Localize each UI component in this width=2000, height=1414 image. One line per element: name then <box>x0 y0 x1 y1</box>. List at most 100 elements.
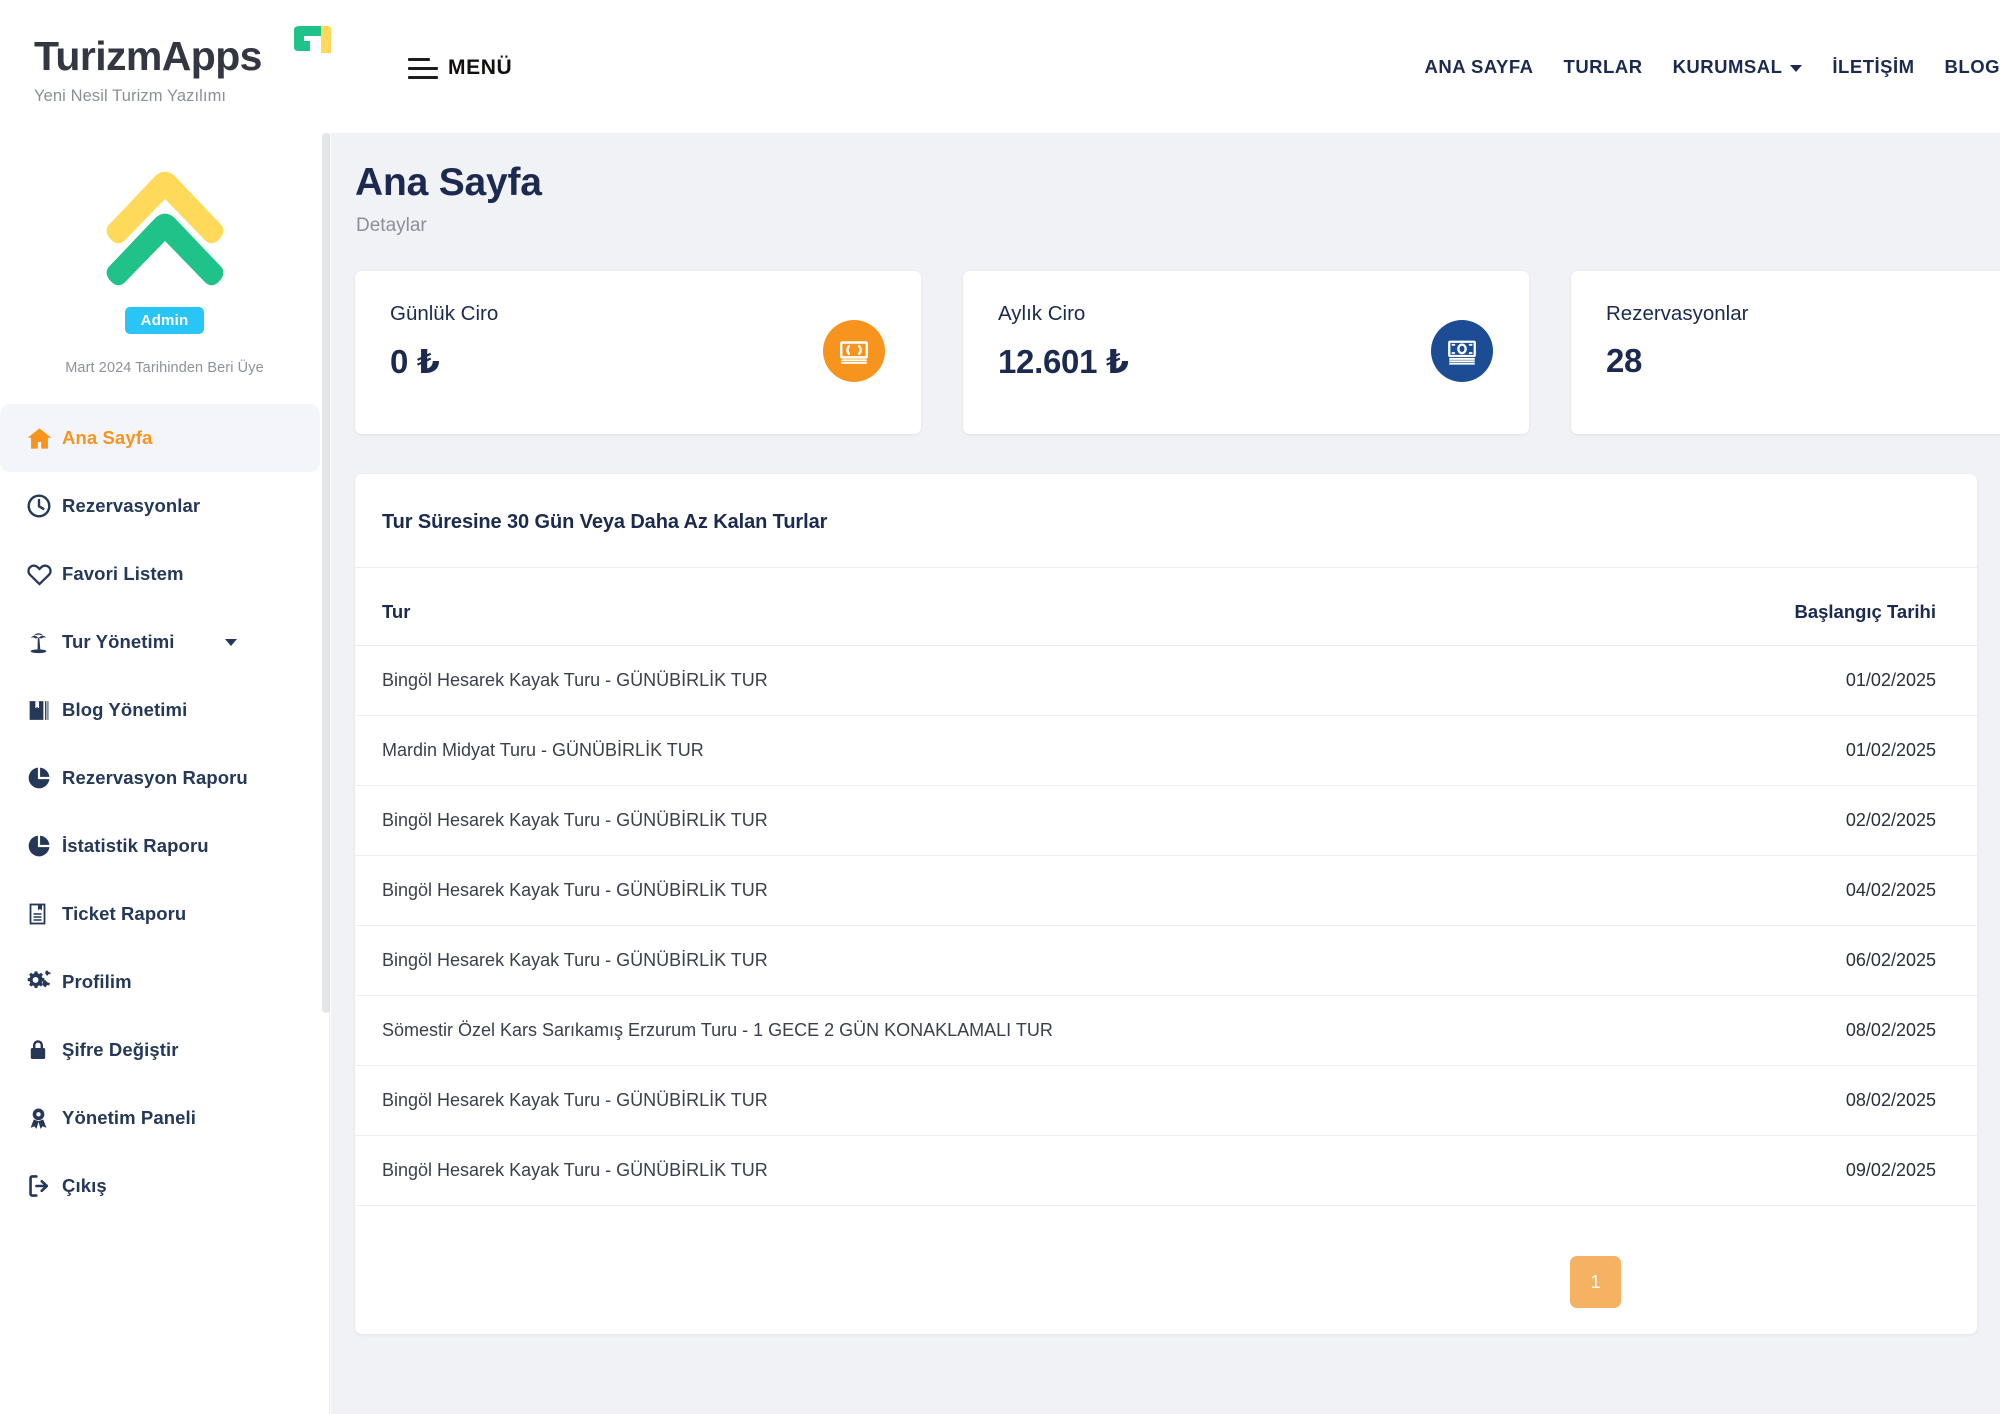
brand-name-part2: Apps <box>161 33 263 79</box>
cell-tur: Bingöl Hesarek Kayak Turu - GÜNÜBİRLİK T… <box>355 855 1647 926</box>
sidebar-item-favori-listem[interactable]: Favori Listem <box>0 540 329 608</box>
sidebar-item-label: İstatistik Raporu <box>62 835 209 856</box>
sidebar-item-ticket-raporu[interactable]: Ticket Raporu <box>0 880 329 948</box>
pagination: 1 <box>355 1256 1977 1308</box>
heart-icon <box>26 561 62 588</box>
top-navigation: ANA SAYFA TURLAR KURUMSAL İLETİŞİM BLOG <box>1425 56 2000 78</box>
nav-item-kurumsal[interactable]: KURUMSAL <box>1673 56 1803 78</box>
cell-tur: Bingöl Hesarek Kayak Turu - GÜNÜBİRLİK T… <box>355 785 1647 856</box>
hamburger-icon <box>408 57 438 79</box>
sidebar-item-rezervasyonlar[interactable]: Rezervasyonlar <box>0 472 329 540</box>
brand-wordmark: TurizmApps <box>34 26 331 79</box>
cell-tur: Sömestir Özel Kars Sarıkamış Erzurum Tur… <box>355 995 1647 1066</box>
tours-table: Tur Başlangıç Tarihi Bingöl Hesarek Kaya… <box>355 568 1977 1206</box>
stat-card-rezervasyonlar: Rezervasyonlar 28 <box>1571 271 2000 434</box>
nav-item-blog[interactable]: BLOG <box>1945 56 2000 78</box>
sidebar-scrollbar[interactable] <box>322 133 330 1013</box>
chevron-down-icon[interactable] <box>225 638 237 646</box>
chevron-down-icon <box>1790 64 1803 72</box>
menu-toggle-button[interactable]: MENÜ <box>408 56 512 80</box>
cell-tur: Bingöl Hesarek Kayak Turu - GÜNÜBİRLİK T… <box>355 1135 1647 1206</box>
pie-chart-icon <box>26 765 62 791</box>
nav-item-turlar[interactable]: TURLAR <box>1564 56 1643 78</box>
panel-divider <box>355 567 1977 568</box>
stat-card-label: Günlük Ciro <box>390 302 499 325</box>
table-head: Tur Başlangıç Tarihi <box>355 568 1977 646</box>
cell-tarih: 06/02/2025 <box>1647 925 1977 996</box>
sidebar-profile: Admin Mart 2024 Tarihinden Beri Üye <box>0 133 329 376</box>
sidebar-item-label: Favori Listem <box>62 563 184 584</box>
pagination-page-1[interactable]: 1 <box>1570 1256 1621 1308</box>
cell-tur: Bingöl Hesarek Kayak Turu - GÜNÜBİRLİK T… <box>355 925 1647 996</box>
sidebar-item-label: Çıkış <box>62 1175 107 1196</box>
cell-tur: Mardin Midyat Turu - GÜNÜBİRLİK TUR <box>355 715 1647 786</box>
sidebar-item-rezervasyon-raporu[interactable]: Rezervasyon Raporu <box>0 744 329 812</box>
nav-label: ANA SAYFA <box>1424 56 1534 77</box>
sidebar-item-cikis[interactable]: Çıkış <box>0 1152 329 1220</box>
sidebar-item-profilim[interactable]: Profilim <box>0 948 329 1016</box>
table-row[interactable]: Bingöl Hesarek Kayak Turu - GÜNÜBİRLİK T… <box>355 785 1977 856</box>
cell-tarih: 08/02/2025 <box>1647 1065 1977 1136</box>
brand-tagline: Yeni Nesil Turizm Yazılımı <box>34 87 227 105</box>
stat-card-value: 28 <box>1606 342 1643 379</box>
column-header-tur[interactable]: Tur <box>355 568 1647 646</box>
sidebar-item-label: Profilim <box>62 971 132 992</box>
cell-tarih: 02/02/2025 <box>1647 785 1977 856</box>
award-icon <box>26 1106 62 1131</box>
cell-tarih: 08/02/2025 <box>1647 995 1977 1066</box>
sidebar-item-tur-yonetimi[interactable]: Tur Yönetimi <box>0 608 329 676</box>
stat-card-label: Aylık Ciro <box>998 302 1086 325</box>
page-title: Ana Sayfa <box>355 161 542 204</box>
lock-icon <box>26 1038 62 1062</box>
cell-tarih: 01/02/2025 <box>1647 715 1977 786</box>
nav-item-ana-sayfa[interactable]: ANA SAYFA <box>1425 56 1534 78</box>
sidebar-item-label: Rezervasyonlar <box>62 495 201 516</box>
book-icon <box>26 698 62 723</box>
stat-card-row: Günlük Ciro 0 ₺ Aylık Ciro 12.601 ₺ <box>355 271 2000 434</box>
top-bar: TurizmApps Yeni Nesil Turizm Yazılımı ME… <box>0 0 2000 133</box>
stat-card-value: 0 ₺ <box>390 343 440 380</box>
cell-tur: Bingöl Hesarek Kayak Turu - GÜNÜBİRLİK T… <box>355 1065 1647 1136</box>
sidebar-item-label: Rezervasyon Raporu <box>62 767 248 788</box>
page-subtitle: Detaylar <box>356 215 427 236</box>
table-body: Bingöl Hesarek Kayak Turu - GÜNÜBİRLİK T… <box>355 645 1977 1206</box>
sidebar-item-yonetim-paneli[interactable]: Yönetim Paneli <box>0 1084 329 1152</box>
table-row[interactable]: Bingöl Hesarek Kayak Turu - GÜNÜBİRLİK T… <box>355 1065 1977 1136</box>
table-row[interactable]: Bingöl Hesarek Kayak Turu - GÜNÜBİRLİK T… <box>355 855 1977 926</box>
nav-label: İLETİŞİM <box>1832 56 1915 77</box>
sidebar-item-ana-sayfa[interactable]: Ana Sayfa <box>0 404 320 472</box>
column-header-baslangic-tarihi[interactable]: Başlangıç Tarihi <box>1647 568 1977 646</box>
sidebar-item-label: Ticket Raporu <box>62 903 187 924</box>
clock-icon <box>26 493 62 519</box>
document-icon <box>26 902 62 926</box>
nav-label: TURLAR <box>1563 56 1643 77</box>
cell-tarih: 01/02/2025 <box>1647 645 1977 716</box>
brand-name-part1: Turizm <box>34 33 162 79</box>
sidebar-item-sifre-degistir[interactable]: Şifre Değiştir <box>0 1016 329 1084</box>
table-row[interactable]: Mardin Midyat Turu - GÜNÜBİRLİK TUR 01/0… <box>355 715 1977 786</box>
table-header-row: Tur Başlangıç Tarihi <box>355 568 1977 646</box>
table-row[interactable]: Bingöl Hesarek Kayak Turu - GÜNÜBİRLİK T… <box>355 645 1977 716</box>
cell-tarih: 04/02/2025 <box>1647 855 1977 926</box>
pie-chart-icon <box>26 833 62 859</box>
sidebar: Admin Mart 2024 Tarihinden Beri Üye Ana … <box>0 133 330 1414</box>
home-icon <box>26 425 62 452</box>
main-content: Ana Sayfa Detaylar Günlük Ciro 0 ₺ Aylık… <box>331 133 2000 1414</box>
table-row[interactable]: Sömestir Özel Kars Sarıkamış Erzurum Tur… <box>355 995 1977 1066</box>
nav-item-iletisim[interactable]: İLETİŞİM <box>1832 56 1914 78</box>
stat-card-label: Rezervasyonlar <box>1606 302 1749 325</box>
admin-role-badge: Admin <box>124 307 205 334</box>
sidebar-item-label: Yönetim Paneli <box>62 1107 197 1128</box>
table-row[interactable]: Bingöl Hesarek Kayak Turu - GÜNÜBİRLİK T… <box>355 1135 1977 1206</box>
stat-card-gunluk-ciro: Günlük Ciro 0 ₺ <box>355 271 921 434</box>
sidebar-item-label: Ana Sayfa <box>62 427 153 448</box>
nav-label: KURUMSAL <box>1672 56 1783 77</box>
sidebar-item-blog-yonetimi[interactable]: Blog Yönetimi <box>0 676 329 744</box>
stat-card-value: 12.601 ₺ <box>998 343 1129 380</box>
nav-label: BLOG <box>1944 56 2000 77</box>
sidebar-item-istatistik-raporu[interactable]: İstatistik Raporu <box>0 812 329 880</box>
brand-logo[interactable]: TurizmApps Yeni Nesil Turizm Yazılımı <box>34 26 331 106</box>
table-row[interactable]: Bingöl Hesarek Kayak Turu - GÜNÜBİRLİK T… <box>355 925 1977 996</box>
sidebar-item-label: Tur Yönetimi <box>62 631 175 652</box>
palm-tree-icon <box>26 630 62 655</box>
